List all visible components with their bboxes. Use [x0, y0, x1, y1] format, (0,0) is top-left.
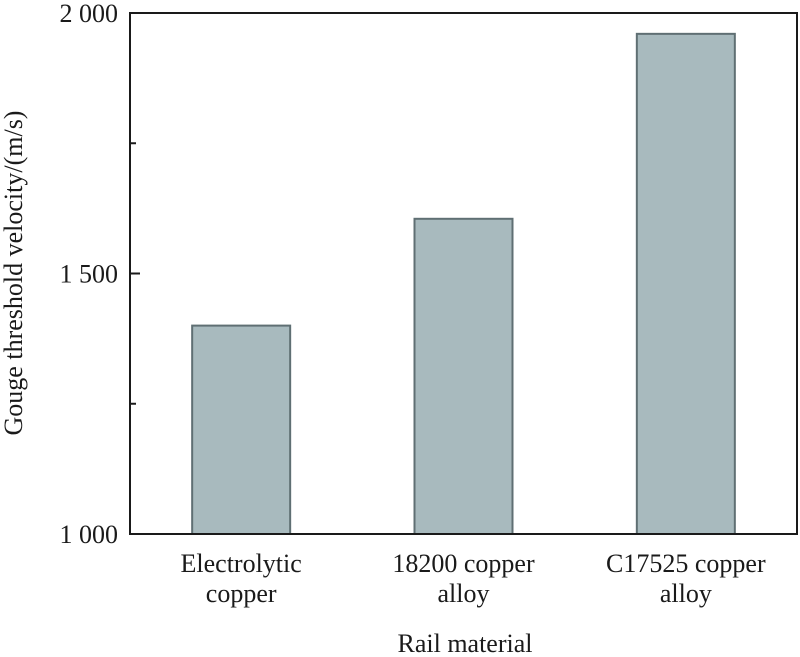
bars-group — [191, 32, 736, 536]
x-axis-title: Rail material — [397, 629, 532, 657]
x-category-label: Electrolytic copper — [181, 549, 302, 608]
y-tick-label: 2 000 — [60, 0, 119, 28]
x-category-labels-group: Electrolytic copper 18200 copper alloy C1752… — [181, 549, 766, 608]
bar-1 — [191, 324, 292, 535]
bar-2 — [413, 217, 514, 535]
y-ticks-group: 1 000 1 500 2 000 — [60, 0, 140, 549]
y-tick-label: 1 000 — [60, 520, 119, 549]
x-category-label: C17525 copper alloy — [606, 549, 766, 608]
bar-3 — [635, 32, 736, 536]
x-category-label: 18200 copper alloy — [392, 549, 535, 608]
y-axis-title: Gouge threshold velocity/(m/s) — [0, 111, 28, 436]
y-tick-label: 1 500 — [60, 260, 119, 289]
